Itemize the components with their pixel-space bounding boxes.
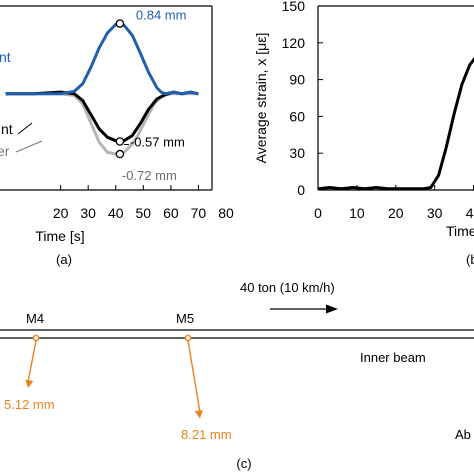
load-arrow-head <box>326 304 338 314</box>
legend-entry-1: nt <box>1 121 13 137</box>
b-x-tick-label-4: 40 <box>466 205 474 221</box>
b-x-tick-label-3: 30 <box>427 205 443 221</box>
sensor-m4-label: M4 <box>26 311 44 326</box>
panel-a-x-axis-label: Time [s] <box>35 228 84 244</box>
x-tick-label-1: 30 <box>80 205 96 221</box>
panel-a-legend: nt nt er <box>0 49 43 159</box>
peak-marker-2 <box>115 149 125 159</box>
y-tick-label-1: 30 <box>289 145 305 161</box>
b-x-tick-label-0: 0 <box>314 205 322 221</box>
x-tick-label-5: 70 <box>191 205 207 221</box>
corner-label: Ab <box>455 427 471 442</box>
sensor-m5-value: 8.21 mm <box>181 427 232 442</box>
deflection-arrow-0 <box>27 340 37 383</box>
x-tick-label-3: 50 <box>136 205 152 221</box>
y-tick-label-5: 150 <box>282 0 306 14</box>
panel-b-y-ticks: 0 30 60 90 120 150 <box>282 0 323 198</box>
sensor-point-0 <box>32 334 40 342</box>
panel-b-x-axis-label: Time <box>446 223 474 239</box>
y-tick-label-2: 60 <box>289 108 305 124</box>
x-tick-label-6: 80 <box>218 205 234 221</box>
panel-b-series <box>318 56 474 191</box>
x-tick-label-4: 60 <box>163 205 179 221</box>
series-line-0 <box>5 22 199 96</box>
legend-leader-1 <box>17 122 33 135</box>
deflection-arrow-head-1 <box>194 409 203 419</box>
load-label: 40 ton (10 km/h) <box>240 280 335 295</box>
legend-entry-0: nt <box>0 49 11 65</box>
peak-annotation-2: -0.72 mm <box>122 168 177 183</box>
panel-b-y-axis-label: Average strain, x [με] <box>253 33 269 164</box>
y-tick-label-3: 90 <box>289 72 305 88</box>
panel-b-x-ticks: 0 10 20 30 40 <box>314 185 474 221</box>
strain-line-0 <box>318 56 474 191</box>
x-tick-label-0: 20 <box>53 205 69 221</box>
sensor-point-1 <box>184 334 192 342</box>
y-tick-label-0: 0 <box>297 182 305 198</box>
legend-leader-2 <box>15 140 43 153</box>
panel-c: 40 ton (10 km/h) Inner beam M4 M5 5.12 m… <box>0 280 474 471</box>
panel-b: Average strain, x [με] 0 30 60 90 120 150 0 10… <box>253 0 474 267</box>
y-tick-label-4: 120 <box>282 35 306 51</box>
panel-a-markers <box>115 19 125 159</box>
panel-c-label: (c) <box>236 456 251 471</box>
legend-entry-2: er <box>0 143 10 159</box>
beam-label: Inner beam <box>360 350 426 365</box>
panel-a: 0.84 mm -0.57 mm -0.72 mm nt nt er 20 30 40 50 6… <box>0 5 234 267</box>
peak-marker-1 <box>115 137 125 146</box>
sensor-deflection-markers <box>25 334 203 419</box>
b-x-tick-label-2: 20 <box>388 205 404 221</box>
peak-annotation-1: -0.57 mm <box>130 134 185 149</box>
panel-a-label: (a) <box>56 252 72 267</box>
b-x-tick-label-1: 10 <box>349 205 365 221</box>
deflection-arrow-head-0 <box>25 379 34 389</box>
panel-b-label: (b <box>466 252 474 267</box>
panel-a-x-ticks: 20 30 40 50 60 70 80 <box>53 185 234 221</box>
sensor-m5-label: M5 <box>176 311 194 326</box>
peak-annotation-0: 0.84 mm <box>136 8 187 23</box>
sensor-m4-value: 5.12 mm <box>4 397 55 412</box>
panel-a-annotations: 0.84 mm -0.57 mm -0.72 mm <box>122 8 187 183</box>
x-tick-label-2: 40 <box>108 205 124 221</box>
peak-marker-0 <box>115 19 125 28</box>
deflection-arrow-1 <box>187 340 201 413</box>
